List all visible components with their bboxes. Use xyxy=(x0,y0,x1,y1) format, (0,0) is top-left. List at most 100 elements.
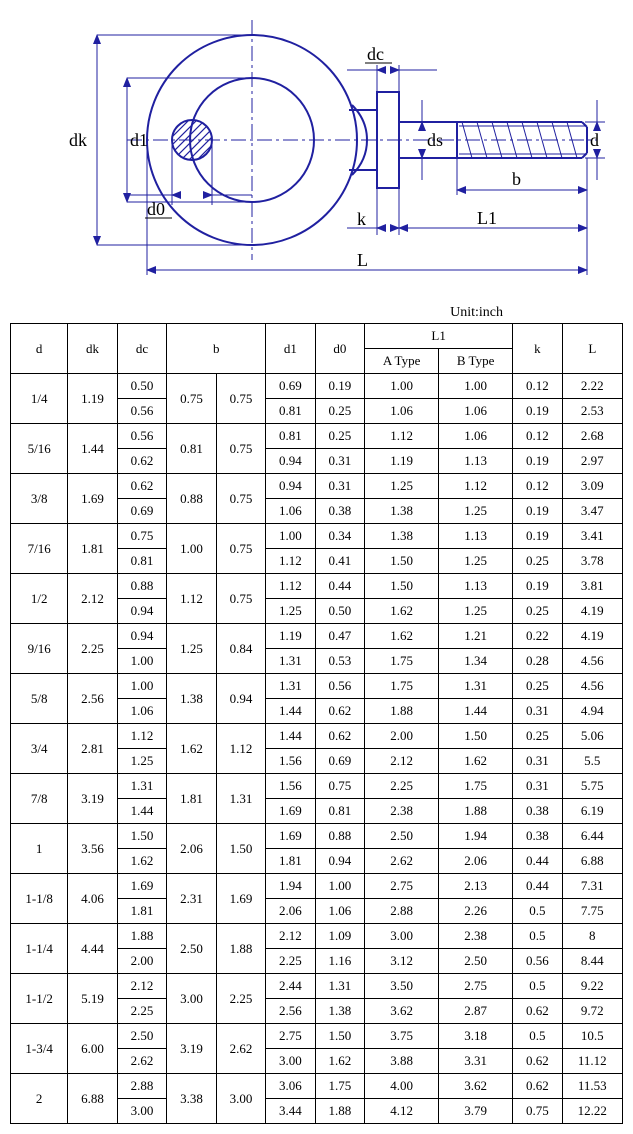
cell-b2: 0.75 xyxy=(216,374,265,424)
cell-d1: 2.44 xyxy=(266,974,315,999)
cell-d0: 1.00 xyxy=(315,874,364,899)
th-L1b: B Type xyxy=(439,349,513,374)
cell-k: 0.19 xyxy=(513,524,562,549)
label-dc: dc xyxy=(367,44,384,64)
cell-L1a: 2.88 xyxy=(365,899,439,924)
cell-L1b: 3.18 xyxy=(439,1024,513,1049)
cell-L: 3.47 xyxy=(562,499,622,524)
cell-L1b: 1.25 xyxy=(439,549,513,574)
cell-L1b: 1.25 xyxy=(439,599,513,624)
cell-k: 0.31 xyxy=(513,699,562,724)
cell-d1: 1.12 xyxy=(266,574,315,599)
cell-L1a: 2.62 xyxy=(365,849,439,874)
cell-b2: 2.62 xyxy=(216,1024,265,1074)
cell-dc: 2.12 xyxy=(117,974,166,999)
cell-d1: 3.06 xyxy=(266,1074,315,1099)
cell-d0: 1.31 xyxy=(315,974,364,999)
cell-d: 5/8 xyxy=(11,674,68,724)
cell-L1a: 2.38 xyxy=(365,799,439,824)
cell-d1: 1.56 xyxy=(266,749,315,774)
cell-d0: 0.44 xyxy=(315,574,364,599)
cell-L1b: 2.06 xyxy=(439,849,513,874)
cell-d0: 1.09 xyxy=(315,924,364,949)
cell-d0: 1.50 xyxy=(315,1024,364,1049)
cell-d0: 1.62 xyxy=(315,1049,364,1074)
cell-d: 5/16 xyxy=(11,424,68,474)
cell-L1a: 2.12 xyxy=(365,749,439,774)
cell-d1: 2.75 xyxy=(266,1024,315,1049)
cell-L1b: 2.38 xyxy=(439,924,513,949)
cell-L1b: 3.31 xyxy=(439,1049,513,1074)
cell-d: 2 xyxy=(11,1074,68,1124)
cell-b2: 0.75 xyxy=(216,574,265,624)
cell-dc: 3.00 xyxy=(117,1099,166,1124)
cell-d0: 0.25 xyxy=(315,424,364,449)
cell-L1b: 2.75 xyxy=(439,974,513,999)
cell-L1a: 1.25 xyxy=(365,474,439,499)
cell-dk: 6.88 xyxy=(68,1074,117,1124)
cell-d: 3/4 xyxy=(11,724,68,774)
cell-k: 0.19 xyxy=(513,499,562,524)
cell-L1a: 3.62 xyxy=(365,999,439,1024)
cell-k: 0.44 xyxy=(513,874,562,899)
cell-L1b: 1.94 xyxy=(439,824,513,849)
cell-k: 0.31 xyxy=(513,774,562,799)
cell-d1: 1.31 xyxy=(266,649,315,674)
cell-d0: 0.50 xyxy=(315,599,364,624)
cell-L: 5.75 xyxy=(562,774,622,799)
cell-b2: 3.00 xyxy=(216,1074,265,1124)
cell-d1: 0.69 xyxy=(266,374,315,399)
cell-dc: 1.69 xyxy=(117,874,166,899)
cell-b2: 0.84 xyxy=(216,624,265,674)
label-dk: dk xyxy=(69,130,87,150)
cell-b1: 3.38 xyxy=(167,1074,216,1124)
cell-dk: 4.44 xyxy=(68,924,117,974)
cell-d: 3/8 xyxy=(11,474,68,524)
cell-b1: 1.12 xyxy=(167,574,216,624)
cell-d1: 1.06 xyxy=(266,499,315,524)
cell-d1: 0.94 xyxy=(266,474,315,499)
cell-d0: 0.75 xyxy=(315,774,364,799)
cell-d0: 1.75 xyxy=(315,1074,364,1099)
cell-L1a: 2.00 xyxy=(365,724,439,749)
cell-L: 3.81 xyxy=(562,574,622,599)
cell-L: 3.78 xyxy=(562,549,622,574)
cell-L: 4.19 xyxy=(562,599,622,624)
cell-L1b: 1.00 xyxy=(439,374,513,399)
cell-k: 0.28 xyxy=(513,649,562,674)
cell-L1b: 1.13 xyxy=(439,524,513,549)
cell-dc: 0.94 xyxy=(117,599,166,624)
cell-L: 11.53 xyxy=(562,1074,622,1099)
cell-L1a: 2.50 xyxy=(365,824,439,849)
cell-L: 7.31 xyxy=(562,874,622,899)
cell-d1: 1.94 xyxy=(266,874,315,899)
cell-k: 0.25 xyxy=(513,549,562,574)
cell-d0: 1.16 xyxy=(315,949,364,974)
cell-dc: 0.56 xyxy=(117,399,166,424)
cell-L1a: 1.75 xyxy=(365,649,439,674)
cell-d1: 0.81 xyxy=(266,399,315,424)
cell-L1a: 1.50 xyxy=(365,549,439,574)
cell-b1: 2.50 xyxy=(167,924,216,974)
cell-L1b: 1.62 xyxy=(439,749,513,774)
cell-L: 2.22 xyxy=(562,374,622,399)
cell-k: 0.25 xyxy=(513,599,562,624)
cell-k: 0.62 xyxy=(513,1074,562,1099)
cell-dc: 2.50 xyxy=(117,1024,166,1049)
cell-d1: 1.44 xyxy=(266,699,315,724)
cell-dc: 1.00 xyxy=(117,649,166,674)
cell-L: 2.97 xyxy=(562,449,622,474)
cell-b2: 1.50 xyxy=(216,824,265,874)
cell-dk: 6.00 xyxy=(68,1024,117,1074)
cell-L1a: 3.00 xyxy=(365,924,439,949)
cell-d1: 1.44 xyxy=(266,724,315,749)
label-k: k xyxy=(357,209,366,229)
cell-L: 9.22 xyxy=(562,974,622,999)
cell-k: 0.31 xyxy=(513,749,562,774)
cell-d0: 0.31 xyxy=(315,474,364,499)
cell-L1b: 1.31 xyxy=(439,674,513,699)
cell-dc: 0.56 xyxy=(117,424,166,449)
cell-d0: 0.34 xyxy=(315,524,364,549)
cell-b2: 1.69 xyxy=(216,874,265,924)
cell-L1b: 2.50 xyxy=(439,949,513,974)
